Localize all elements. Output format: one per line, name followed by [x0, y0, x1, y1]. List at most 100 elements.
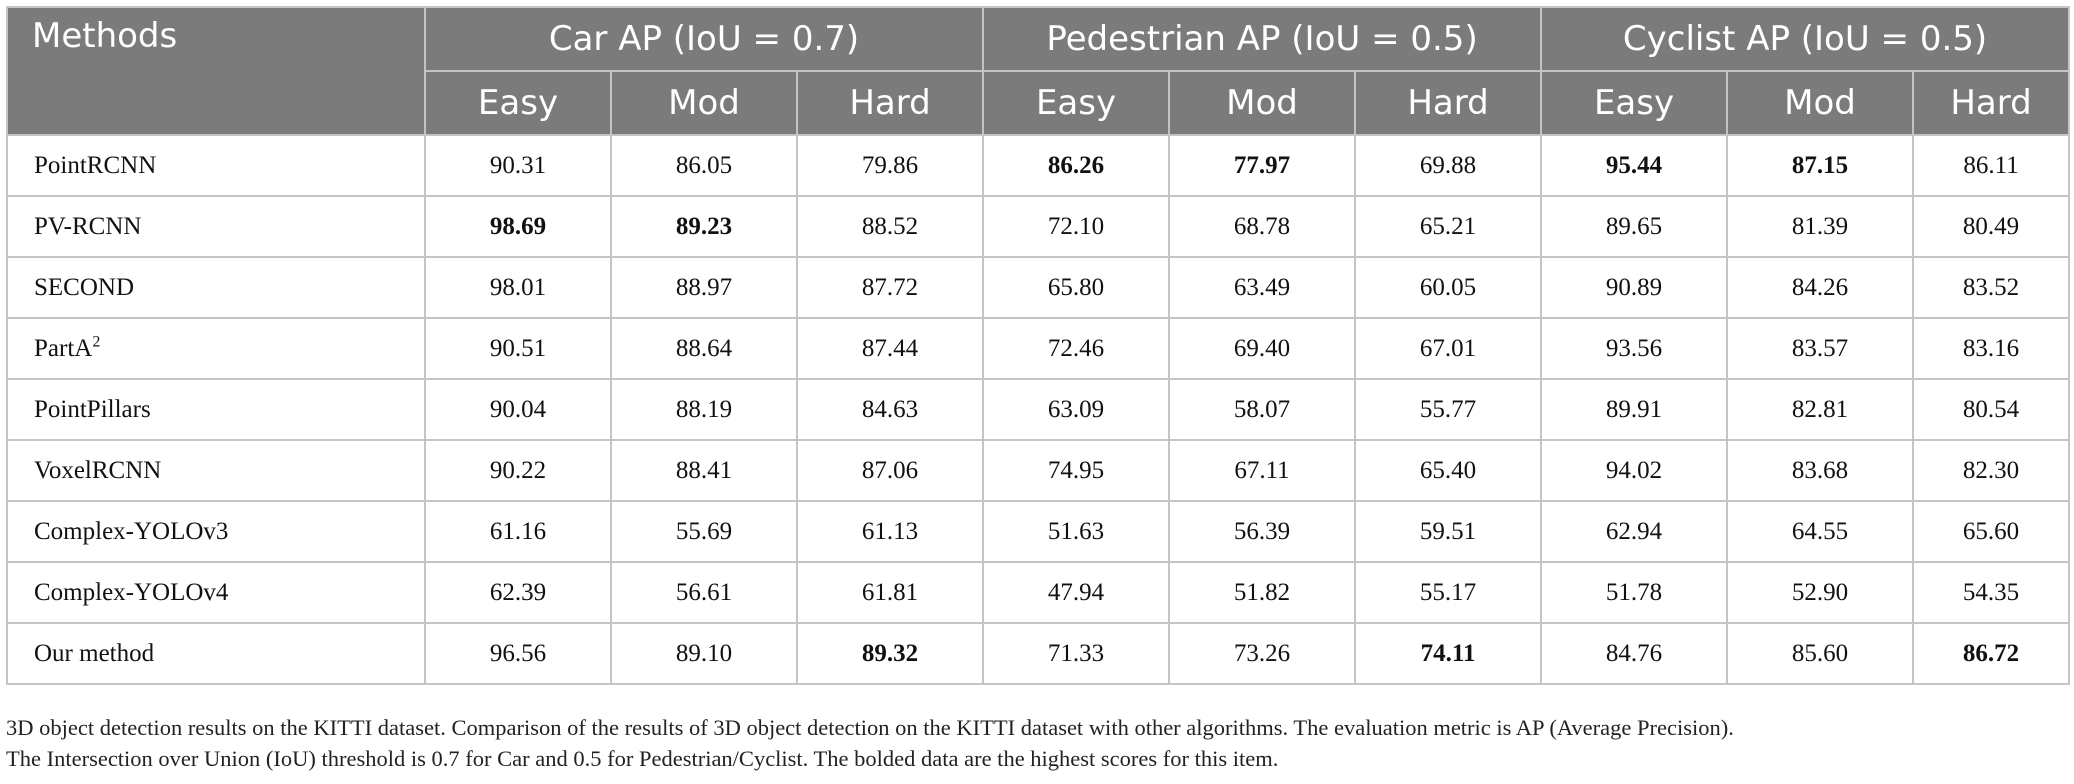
score-cell: 65.60 [1912, 500, 2071, 563]
score-cell: 67.11 [1168, 439, 1357, 502]
score-cell: 82.30 [1912, 439, 2071, 502]
score-cell: 52.90 [1726, 561, 1915, 624]
score-cell: 96.56 [424, 622, 612, 685]
score-cell: 74.11 [1354, 622, 1543, 685]
table-row: PointPillars 90.04 88.19 84.63 63.09 58.07 55.… [6, 378, 2071, 441]
subheader-car-mod: Mod [610, 70, 798, 136]
score-cell: 55.17 [1354, 561, 1543, 624]
group-header-cyclist: Cyclist AP (IoU = 0.5) [1540, 6, 2071, 72]
score-cell: 59.51 [1354, 500, 1543, 563]
table-row: PV-RCNN 98.69 89.23 88.52 72.10 68.78 65.21 89.… [6, 195, 2071, 258]
score-cell: 89.32 [795, 622, 985, 685]
method-name: PV-RCNN [34, 212, 142, 240]
score-cell: 79.86 [795, 134, 985, 197]
method-name: SECOND [34, 273, 135, 301]
method-name: PartA [34, 334, 93, 362]
score-cell: 87.06 [795, 439, 985, 502]
score-cell: 62.39 [424, 561, 612, 624]
score-cell: 88.52 [795, 195, 985, 258]
score-cell: 87.72 [795, 256, 985, 319]
score-cell: 55.69 [610, 500, 798, 563]
score-cell: 90.31 [424, 134, 612, 197]
header-group-row: Methods Car AP (IoU = 0.7) Pedestrian AP… [6, 6, 2071, 136]
score-cell: 61.13 [795, 500, 985, 563]
method-name-cell: PointRCNN [6, 134, 426, 197]
score-cell: 87.15 [1726, 134, 1915, 197]
score-cell: 88.97 [610, 256, 798, 319]
method-name-cell: VoxelRCNN [6, 439, 426, 502]
score-cell: 65.40 [1354, 439, 1543, 502]
score-cell: 51.63 [982, 500, 1171, 563]
score-cell: 55.77 [1354, 378, 1543, 441]
score-cell: 86.26 [982, 134, 1171, 197]
method-name-cell: SECOND [6, 256, 426, 319]
table-row: Our method 96.56 89.10 89.32 71.33 73.26 74.11… [6, 622, 2071, 685]
score-cell: 72.10 [982, 195, 1171, 258]
score-cell: 71.33 [982, 622, 1171, 685]
subheader-cyclist-mod: Mod [1726, 70, 1915, 136]
score-cell: 98.01 [424, 256, 612, 319]
score-cell: 94.02 [1540, 439, 1729, 502]
method-name: PointPillars [34, 395, 151, 423]
score-cell: 93.56 [1540, 317, 1729, 380]
score-cell: 61.81 [795, 561, 985, 624]
score-cell: 89.91 [1540, 378, 1729, 441]
score-cell: 56.61 [610, 561, 798, 624]
score-cell: 83.16 [1912, 317, 2071, 380]
method-name: Complex-YOLOv4 [34, 578, 229, 606]
score-cell: 63.49 [1168, 256, 1357, 319]
score-cell: 77.97 [1168, 134, 1357, 197]
results-table-container: Methods Car AP (IoU = 0.7) Pedestrian AP… [6, 6, 2071, 685]
method-name-superscript: 2 [92, 333, 101, 351]
method-name-cell: Complex-YOLOv3 [6, 500, 426, 563]
table-row: Complex-YOLOv4 62.39 56.61 61.81 47.94 51.82 5… [6, 561, 2071, 624]
score-cell: 86.72 [1912, 622, 2071, 685]
results-table-body: PointRCNN 90.31 86.05 79.86 86.26 77.97 69.88 9… [6, 134, 2071, 685]
score-cell: 80.54 [1912, 378, 2071, 441]
caption-line-1: 3D object detection results on the KITTI… [6, 715, 1734, 740]
score-cell: 83.52 [1912, 256, 2071, 319]
score-cell: 85.60 [1726, 622, 1915, 685]
score-cell: 90.51 [424, 317, 612, 380]
score-cell: 72.46 [982, 317, 1171, 380]
score-cell: 67.01 [1354, 317, 1543, 380]
score-cell: 47.94 [982, 561, 1171, 624]
score-cell: 63.09 [982, 378, 1171, 441]
score-cell: 74.95 [982, 439, 1171, 502]
score-cell: 83.57 [1726, 317, 1915, 380]
subheader-pedestrian-easy: Easy [982, 70, 1171, 136]
method-name-cell: Our method [6, 622, 426, 685]
score-cell: 89.23 [610, 195, 798, 258]
score-cell: 56.39 [1168, 500, 1357, 563]
score-cell: 69.88 [1354, 134, 1543, 197]
method-name: VoxelRCNN [34, 456, 162, 484]
score-cell: 51.82 [1168, 561, 1357, 624]
score-cell: 89.65 [1540, 195, 1729, 258]
score-cell: 84.76 [1540, 622, 1729, 685]
table-row: SECOND 98.01 88.97 87.72 65.80 63.49 60.05 90.8… [6, 256, 2071, 319]
score-cell: 61.16 [424, 500, 612, 563]
score-cell: 73.26 [1168, 622, 1357, 685]
method-name-cell: PartA2 [6, 317, 426, 380]
method-name: Our method [34, 639, 155, 667]
score-cell: 64.55 [1726, 500, 1915, 563]
group-header-car: Car AP (IoU = 0.7) [423, 6, 985, 72]
score-cell: 86.05 [610, 134, 798, 197]
table-caption: 3D object detection results on the KITTI… [6, 712, 2068, 774]
score-cell: 84.26 [1726, 256, 1915, 319]
score-cell: 69.40 [1168, 317, 1357, 380]
subheader-cyclist-easy: Easy [1540, 70, 1729, 136]
caption-line-2: The Intersection over Union (IoU) thresh… [6, 746, 1279, 771]
method-name: PointRCNN [34, 151, 157, 179]
score-cell: 82.81 [1726, 378, 1915, 441]
score-cell: 87.44 [795, 317, 985, 380]
score-cell: 65.80 [982, 256, 1171, 319]
score-cell: 90.22 [424, 439, 612, 502]
score-cell: 95.44 [1540, 134, 1729, 197]
score-cell: 60.05 [1354, 256, 1543, 319]
score-cell: 90.89 [1540, 256, 1729, 319]
subheader-pedestrian-hard: Hard [1354, 70, 1543, 136]
score-cell: 86.11 [1912, 134, 2071, 197]
score-cell: 80.49 [1912, 195, 2071, 258]
score-cell: 88.19 [610, 378, 798, 441]
